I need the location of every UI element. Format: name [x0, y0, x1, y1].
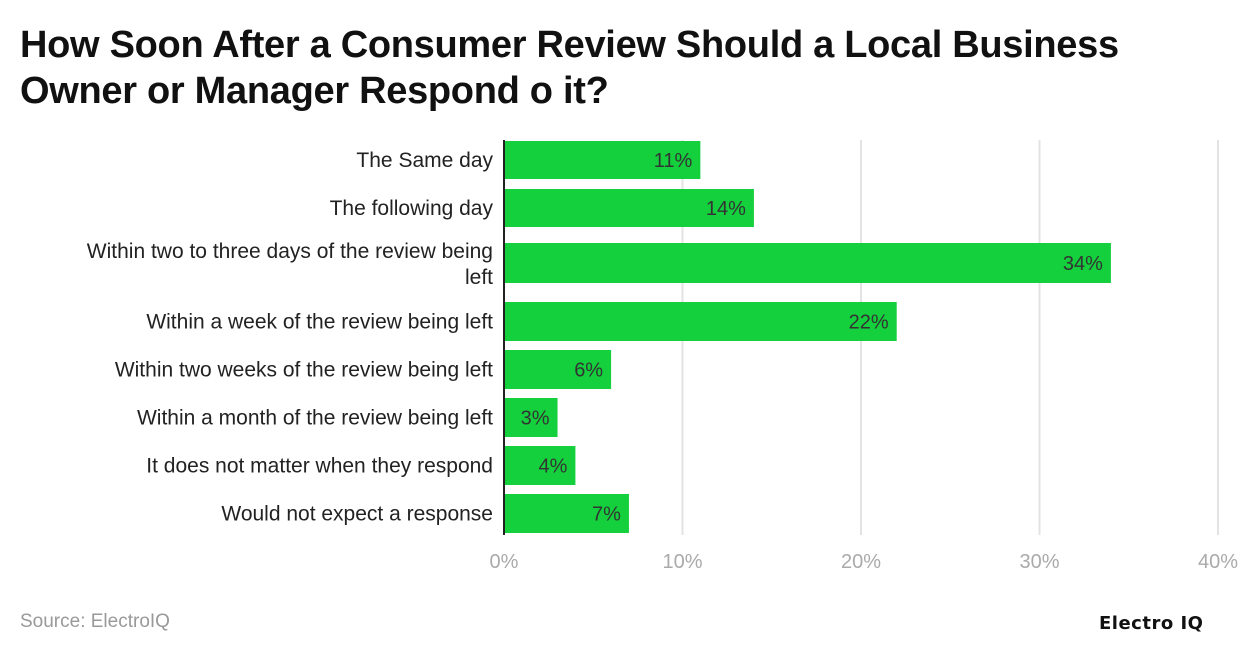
- category-label: The Same day: [356, 149, 493, 172]
- bar: [504, 302, 897, 341]
- x-tick-label: 10%: [662, 551, 702, 573]
- data-label: 34%: [1063, 253, 1103, 275]
- category-label: The following day: [330, 197, 494, 220]
- chart-title: How Soon After a Consumer Review Should …: [20, 24, 1119, 112]
- data-label: 3%: [521, 408, 550, 430]
- category-label: It does not matter when they respond: [146, 455, 493, 478]
- data-label: 11%: [654, 150, 693, 172]
- category-label: Within two to three days of the review b…: [87, 240, 493, 289]
- electroiq-logo: Electro IQ: [1099, 613, 1204, 634]
- category-label: Within a week of the review being left: [146, 311, 493, 334]
- data-label: 6%: [574, 360, 603, 382]
- category-label: Within two weeks of the review being lef…: [115, 359, 493, 382]
- bar: [504, 398, 558, 437]
- x-tick-label: 0%: [490, 551, 519, 573]
- x-tick-label: 40%: [1198, 551, 1238, 573]
- data-label: 4%: [538, 456, 567, 478]
- bar: [504, 243, 1111, 283]
- bar: [504, 446, 576, 485]
- x-tick-label: 30%: [1019, 551, 1059, 573]
- bar: [504, 141, 701, 179]
- x-tick-label: 20%: [841, 551, 881, 573]
- data-label: 22%: [849, 312, 889, 334]
- category-label: Within a month of the review being left: [137, 407, 493, 430]
- bar: [504, 189, 754, 227]
- bar: [504, 350, 612, 389]
- data-label: 7%: [592, 504, 621, 526]
- source-text: Source: ElectroIQ: [20, 611, 170, 632]
- bar: [504, 494, 629, 533]
- category-label: Would not expect a response: [221, 503, 493, 526]
- data-label: 14%: [706, 198, 746, 220]
- bar-chart: 0% 10% 20% 30% 40% 11% The Same day 14% The foll…: [87, 140, 1238, 573]
